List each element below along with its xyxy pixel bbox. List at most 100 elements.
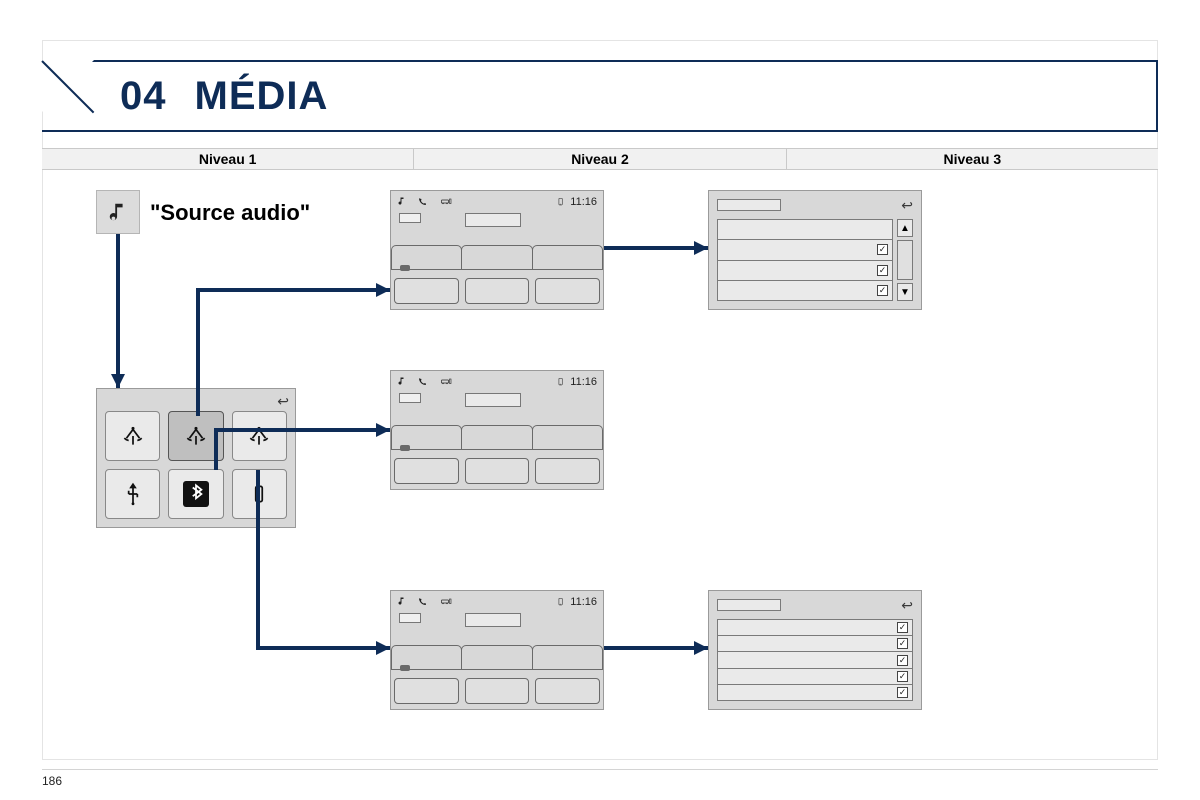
- list-item[interactable]: ✓: [717, 652, 913, 668]
- level3-screen[interactable]: ↩✓✓✓▲▼: [708, 190, 922, 310]
- list: ✓ ✓ ✓ ✓ ✓: [717, 619, 913, 701]
- source-button-antenna[interactable]: [105, 411, 160, 461]
- time-text: 11:16: [570, 596, 597, 608]
- clock: 11:16: [556, 196, 597, 208]
- bottom-button-1[interactable]: [394, 278, 459, 304]
- level3-screen[interactable]: ↩ ✓ ✓ ✓ ✓ ✓: [708, 590, 922, 710]
- music-icon: [397, 196, 409, 208]
- col-header-1: Niveau 1: [42, 149, 414, 169]
- indicator-pill: [399, 393, 421, 403]
- list: ✓ ✓ ✓: [717, 219, 893, 301]
- checkbox-icon[interactable]: ✓: [877, 285, 888, 296]
- phone-icon: [416, 596, 428, 608]
- tab-3[interactable]: [532, 425, 603, 449]
- back-icon[interactable]: ↩: [901, 597, 913, 614]
- tab-1[interactable]: [391, 245, 462, 269]
- bottom-button-3[interactable]: [535, 278, 600, 304]
- scroll-down-icon[interactable]: ▼: [897, 283, 913, 301]
- scrollbar[interactable]: ▲▼: [897, 219, 913, 301]
- col-header-2: Niveau 2: [414, 149, 786, 169]
- title-field: [465, 613, 521, 627]
- list-item[interactable]: ✓: [717, 685, 913, 701]
- tab-row: [391, 425, 603, 449]
- bottom-button-3[interactable]: [535, 678, 600, 704]
- checkbox-icon[interactable]: ✓: [897, 638, 908, 649]
- indicator-pill: [399, 213, 421, 223]
- music-icon: [107, 201, 129, 223]
- separator: [391, 669, 603, 670]
- title-field: [465, 213, 521, 227]
- list-item[interactable]: ✓: [717, 669, 913, 685]
- list-item[interactable]: ✓: [717, 240, 893, 260]
- tab-3[interactable]: [532, 245, 603, 269]
- source-button-antenna[interactable]: [232, 411, 287, 461]
- time-text: 11:16: [570, 196, 597, 208]
- section-title: MÉDIA: [195, 74, 329, 119]
- section-number: 04: [120, 74, 167, 119]
- footer-rule: [42, 769, 1158, 770]
- time-text: 11:16: [570, 376, 597, 388]
- status-bar: 11:16: [397, 595, 597, 609]
- indicator-pill: [399, 613, 421, 623]
- car-phone-icon: [435, 196, 457, 208]
- clock: 11:16: [556, 596, 597, 608]
- source-audio-label: "Source audio": [150, 200, 310, 226]
- bottom-button-1[interactable]: [394, 678, 459, 704]
- list-item[interactable]: ✓: [717, 281, 893, 301]
- back-icon[interactable]: ↩: [901, 197, 913, 214]
- source-button-antenna[interactable]: [168, 411, 223, 461]
- phone-small-icon: [556, 596, 566, 608]
- level2-screen[interactable]: 11:16: [390, 190, 604, 310]
- bluetooth-icon: [183, 481, 209, 507]
- list-item[interactable]: ✓: [717, 619, 913, 636]
- bottom-button-1[interactable]: [394, 458, 459, 484]
- phone-icon: [416, 376, 428, 388]
- separator: [391, 269, 603, 270]
- phone-small-icon: [556, 376, 566, 388]
- tab-2[interactable]: [461, 245, 532, 269]
- separator: [391, 449, 603, 450]
- button-row: [391, 675, 603, 709]
- aux-icon: [246, 481, 272, 507]
- phone-icon: [416, 196, 428, 208]
- checkbox-icon[interactable]: ✓: [877, 265, 888, 276]
- status-bar: 11:16: [397, 375, 597, 389]
- source-button-bluetooth[interactable]: [168, 469, 223, 519]
- source-grid: [105, 411, 287, 519]
- phone-small-icon: [556, 196, 566, 208]
- tab-1[interactable]: [391, 425, 462, 449]
- bottom-button-2[interactable]: [465, 458, 530, 484]
- diagram-stage: "Source audio" ↩ 11:1611:1611:16↩✓✓✓▲▼↩✓…: [42, 170, 1158, 760]
- bottom-button-2[interactable]: [465, 278, 530, 304]
- bottom-button-2[interactable]: [465, 678, 530, 704]
- music-note-chip[interactable]: [96, 190, 140, 234]
- tab-2[interactable]: [461, 425, 532, 449]
- checkbox-icon[interactable]: ✓: [897, 671, 908, 682]
- bottom-button-3[interactable]: [535, 458, 600, 484]
- tab-1[interactable]: [391, 645, 462, 669]
- scroll-track[interactable]: [897, 240, 913, 280]
- tab-3[interactable]: [532, 645, 603, 669]
- list-item[interactable]: ✓: [717, 261, 893, 281]
- scroll-up-icon[interactable]: ▲: [897, 219, 913, 237]
- back-icon[interactable]: ↩: [277, 393, 289, 410]
- column-headers: Niveau 1 Niveau 2 Niveau 3: [42, 148, 1158, 170]
- list-header-field: [717, 199, 781, 211]
- tab-row: [391, 645, 603, 669]
- list-item[interactable]: [717, 219, 893, 240]
- antenna-icon: [246, 423, 272, 449]
- checkbox-icon[interactable]: ✓: [877, 244, 888, 255]
- source-button-usb[interactable]: [105, 469, 160, 519]
- car-phone-icon: [435, 376, 457, 388]
- level2-screen[interactable]: 11:16: [390, 590, 604, 710]
- checkbox-icon[interactable]: ✓: [897, 622, 908, 633]
- tab-2[interactable]: [461, 645, 532, 669]
- checkbox-icon[interactable]: ✓: [897, 687, 908, 698]
- checkbox-icon[interactable]: ✓: [897, 655, 908, 666]
- title-field: [465, 393, 521, 407]
- source-button-aux[interactable]: [232, 469, 287, 519]
- list-item[interactable]: ✓: [717, 636, 913, 652]
- level2-screen[interactable]: 11:16: [390, 370, 604, 490]
- page-number: 186: [42, 774, 62, 788]
- status-bar: 11:16: [397, 195, 597, 209]
